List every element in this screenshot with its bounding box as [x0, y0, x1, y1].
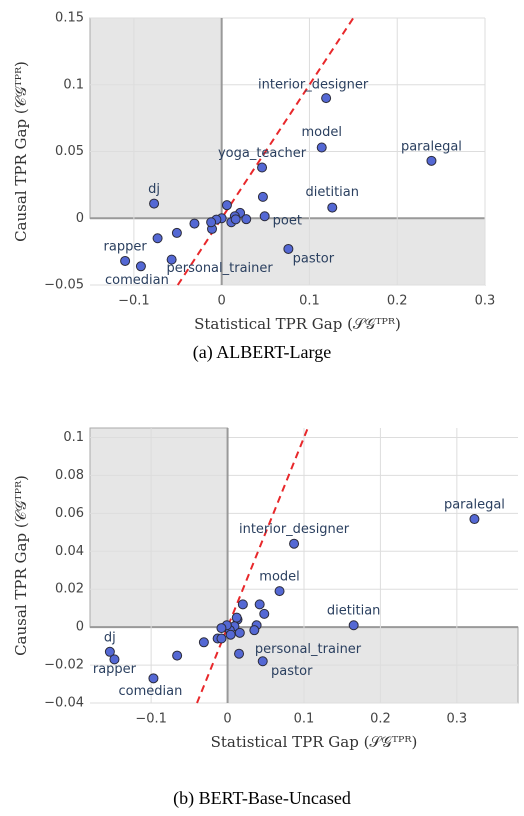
point — [189, 218, 200, 229]
point-label: dj — [104, 630, 116, 645]
point-label: comedian — [105, 273, 169, 288]
point-label: rapper — [104, 239, 148, 254]
shaded-quadrant — [89, 427, 229, 628]
point-label: personal_trainer — [167, 261, 274, 276]
reference-line — [176, 17, 355, 286]
x-axis-label: Statistical TPR Gap (𝒮𝒢ᵀᴾᴿ) — [194, 315, 401, 333]
point — [231, 612, 242, 623]
x-tick-label: −0.1 — [135, 712, 167, 727]
point — [327, 202, 338, 213]
point — [257, 162, 268, 173]
y-axis-label: Causal TPR Gap (𝒞𝒢ᵀᴾᴿ) — [12, 61, 30, 242]
point — [120, 255, 131, 266]
y-tick-label: 0.1 — [63, 430, 84, 445]
point — [216, 623, 227, 634]
point-label: comedian — [119, 684, 183, 699]
point-label: model — [259, 570, 299, 585]
x-tick-label: 0.1 — [299, 294, 320, 309]
point — [348, 620, 359, 631]
point-label: pastor — [271, 664, 313, 679]
point — [316, 142, 327, 153]
point-label: interior_designer — [239, 522, 350, 537]
x-tick-label: 0.1 — [294, 712, 315, 727]
point-label: dj — [148, 182, 160, 197]
point — [225, 629, 236, 640]
point — [148, 673, 159, 684]
point — [234, 627, 245, 638]
point-label: poet — [273, 214, 302, 229]
x-tick-label: 0.3 — [447, 712, 468, 727]
y-tick-label: 0.04 — [55, 544, 84, 559]
point-label: interior_designer — [258, 78, 369, 93]
chart: −0.04 −0.02 0 0.02 0.04 0.06 0.08 0.1 −0.1 0 0.1 0.… — [12, 427, 519, 809]
x-axis-label: Statistical TPR Gap (𝒮𝒢ᵀᴾᴿ) — [211, 733, 418, 751]
y-tick-label: 0.02 — [55, 582, 84, 597]
x-tick-label: 0.2 — [387, 294, 408, 309]
y-axis-label: Causal TPR Gap (𝒞𝒢ᵀᴾᴿ) — [12, 475, 30, 656]
x-tick-label: 0.3 — [475, 294, 496, 309]
y-tick-label: −0.02 — [44, 658, 84, 673]
point — [198, 637, 209, 648]
y-tick-label: 0.1 — [63, 77, 84, 92]
point-label: yoga_teacher — [218, 146, 307, 161]
point — [206, 217, 217, 228]
point-label: dietitian — [306, 185, 360, 200]
point — [274, 586, 285, 597]
point-label: paralegal — [401, 139, 462, 154]
point — [289, 538, 300, 549]
point — [241, 214, 252, 225]
point — [237, 599, 248, 610]
x-tick-label: −0.1 — [118, 294, 150, 309]
point — [230, 214, 241, 225]
point-label: pastor — [293, 251, 335, 266]
point — [152, 233, 163, 244]
point — [172, 650, 183, 661]
point — [171, 227, 182, 238]
y-tick-label: 0.15 — [55, 11, 84, 26]
point — [249, 625, 260, 636]
caption: (b) BERT-Base-Uncased — [173, 788, 351, 809]
y-tick-label: 0.06 — [55, 506, 84, 521]
point — [221, 200, 232, 211]
y-tick-label: −0.04 — [44, 696, 84, 711]
point — [135, 261, 146, 272]
y-tick-label: 0 — [76, 620, 84, 635]
reference-line — [196, 427, 309, 704]
y-tick-label: −0.05 — [44, 278, 84, 293]
y-tick-label: 0.08 — [55, 468, 84, 483]
point — [254, 599, 265, 610]
point — [469, 514, 480, 525]
point-label: paralegal — [444, 498, 505, 513]
chart: −0.05 0 0.05 0.1 0.15 −0.1 0 0.1 0.2 0.3 interior_… — [12, 11, 495, 364]
point-label: model — [301, 125, 341, 140]
point — [283, 243, 294, 254]
point — [149, 198, 160, 209]
y-tick-label: 0 — [76, 211, 84, 226]
point-label: rapper — [93, 662, 137, 677]
point — [257, 191, 268, 202]
point — [259, 608, 270, 619]
x-tick-label: 0 — [218, 294, 226, 309]
point — [426, 155, 437, 166]
y-tick-label: 0.05 — [55, 144, 84, 159]
x-tick-label: 0 — [223, 712, 231, 727]
point-label: dietitian — [327, 604, 381, 619]
point — [321, 93, 332, 104]
point — [216, 633, 227, 644]
point — [259, 211, 270, 222]
point — [166, 254, 177, 265]
caption: (a) ALBERT-Large — [193, 342, 331, 363]
point — [109, 654, 120, 665]
x-tick-label: 0.2 — [370, 712, 391, 727]
point — [257, 656, 268, 667]
point-label: personal_trainer — [255, 642, 362, 657]
shaded-quadrant — [89, 17, 223, 219]
point — [104, 646, 115, 657]
point — [234, 648, 245, 659]
